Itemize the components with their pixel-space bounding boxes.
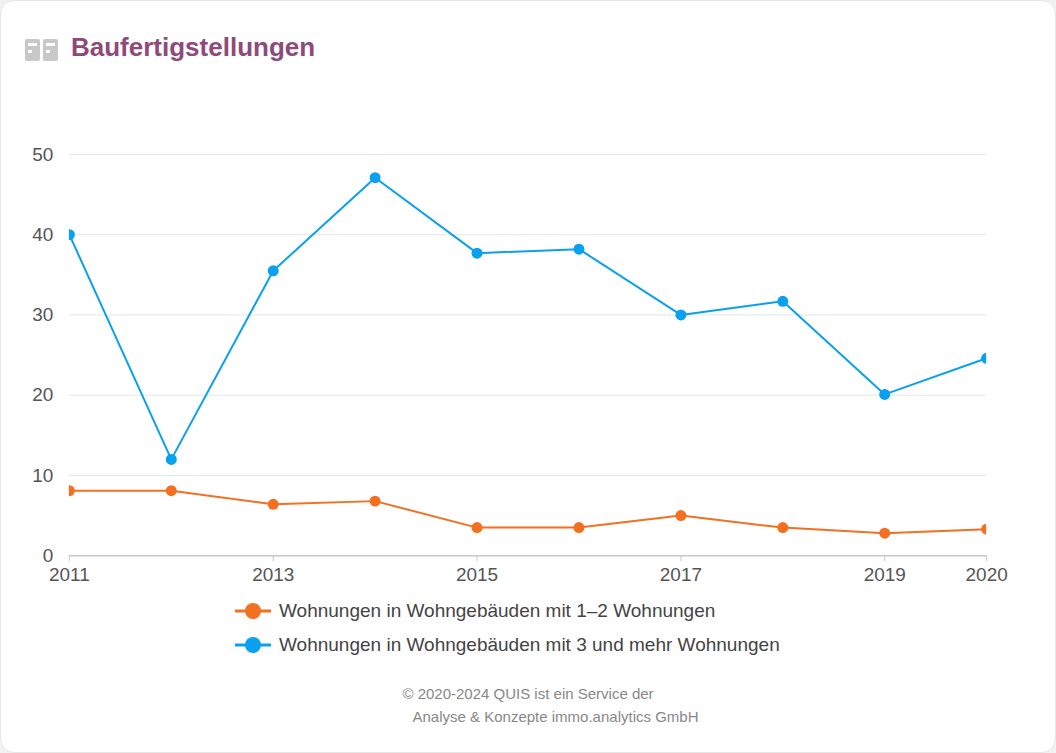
svg-text:10: 10: [32, 465, 53, 486]
svg-text:50: 50: [32, 144, 53, 165]
svg-text:2019: 2019: [864, 564, 906, 585]
svg-text:2013: 2013: [252, 564, 294, 585]
svg-text:30: 30: [32, 304, 53, 325]
html-text:Baufertigstellungen: Baufertigstellungen: [71, 32, 316, 62]
svg-text:20: 20: [32, 384, 53, 405]
html-text:Wohnungen in Wohngebäuden mit: Wohnungen in Wohngebäuden mit 1–2 Wohnun…: [279, 600, 716, 622]
html-text:Wohnungen in Wohngebäuden mit: Wohnungen in Wohngebäuden mit 3 und mehr…: [279, 634, 780, 656]
svg-text:2011: 2011: [49, 564, 90, 585]
svg-text:2017: 2017: [660, 564, 702, 585]
html-text:© 2020-2024 QUIS ist ein Servi: © 2020-2024 QUIS ist ein Service der: [402, 685, 654, 703]
svg-text:2015: 2015: [456, 564, 498, 585]
svg-text:40: 40: [32, 224, 53, 245]
svg-text:0: 0: [43, 545, 54, 566]
html-text:Analyse & Konzepte immo.analyt: Analyse & Konzepte immo.analytics GmbH: [412, 708, 699, 726]
svg-text:2020: 2020: [966, 564, 1008, 585]
